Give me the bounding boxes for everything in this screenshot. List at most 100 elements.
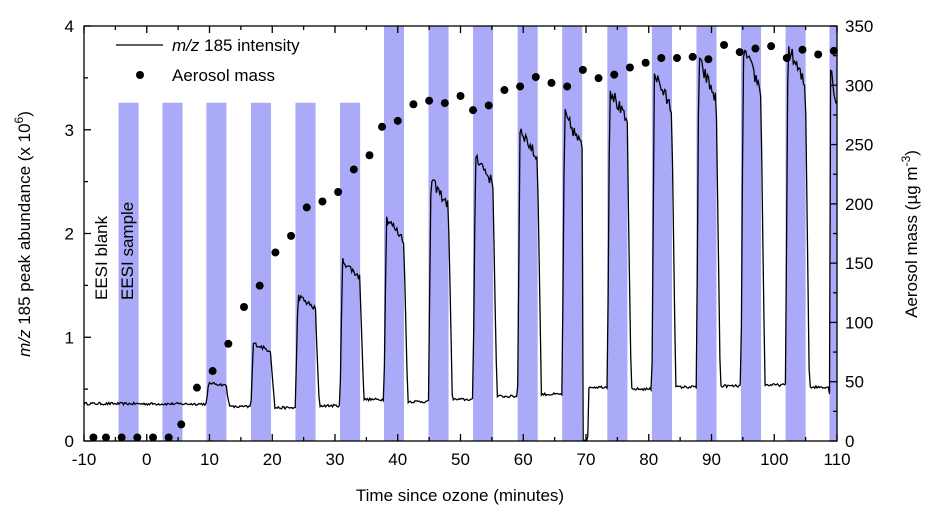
aerosol-mass-point (610, 70, 619, 79)
aerosol-mass-point (240, 303, 249, 312)
sample-period-7 (428, 26, 449, 441)
aerosol-mass-point (365, 151, 374, 160)
legend-label-aerosol-mass: Aerosol mass (172, 66, 275, 85)
annotation-eesi-sample: EESI sample (118, 202, 137, 300)
x-tick-label: 0 (142, 450, 151, 469)
y-left-tick-label: 0 (65, 432, 74, 451)
aerosol-mass-point (767, 42, 776, 51)
sample-shading-layer (118, 26, 837, 442)
aerosol-mass-point (425, 96, 434, 105)
aerosol-mass-point (149, 433, 158, 442)
aerosol-mass-point (271, 248, 280, 257)
y-right-tick-label: 150 (845, 254, 873, 273)
aerosol-mass-point (672, 54, 681, 63)
plot-frame (83, 25, 838, 442)
aerosol-mass-point (208, 367, 217, 376)
aerosol-mass-point (177, 420, 186, 429)
aerosol-mass-series (89, 40, 838, 442)
y-right-tick-label: 0 (845, 432, 854, 451)
aerosol-mass-point (641, 58, 650, 67)
legend: m/z 185 intensity Aerosol mass (116, 36, 300, 85)
sample-period-1 (162, 102, 183, 442)
x-tick-label: 30 (326, 450, 345, 469)
aerosol-mass-point (469, 106, 478, 115)
aerosol-mass-point (735, 48, 744, 57)
aerosol-mass-point (378, 122, 387, 131)
x-tick-label: 10 (200, 450, 219, 469)
x-tick-label: 90 (702, 450, 721, 469)
aerosol-mass-point (133, 433, 142, 442)
aerosol-mass-point (318, 197, 327, 206)
aerosol-mass-point (89, 433, 98, 442)
x-tick-label: 110 (823, 450, 850, 469)
aerosol-mass-point (255, 281, 264, 290)
sample-period-5 (340, 102, 361, 442)
x-tick-label: -10 (72, 450, 97, 469)
sample-period-14 (740, 26, 762, 441)
aerosol-mass-point (117, 433, 126, 442)
sample-period-15 (785, 26, 806, 441)
y-right-tick-label: 200 (845, 195, 873, 214)
y-left-tick-label: 2 (65, 225, 74, 244)
y-left-tick-label: 1 (65, 328, 74, 347)
aerosol-mass-point (814, 50, 823, 59)
aerosol-mass-point (657, 54, 666, 63)
y-right-tick-label: 50 (845, 373, 864, 392)
sample-period-13 (696, 26, 717, 441)
sample-period-9 (517, 26, 538, 441)
aerosol-mass-point (287, 231, 296, 240)
aerosol-mass-point (349, 165, 358, 174)
y-right-tick-label: 250 (845, 136, 873, 155)
aerosol-mass-point (594, 74, 603, 83)
legend-dot-swatch (136, 71, 144, 79)
aerosol-mass-point (688, 52, 697, 61)
annotation-eesi-blank: EESI blank (92, 215, 111, 300)
sample-period-3 (250, 102, 271, 442)
x-tick-label: 50 (451, 450, 470, 469)
y-axis-left-title: m/z 185 peak abundance (x 106) (12, 111, 34, 357)
sample-period-4 (295, 102, 316, 442)
aerosol-mass-point (751, 44, 760, 53)
axis-ticks: -10 0 10 20 30 40 50 60 70 80 90 100 110012340501001… (65, 17, 874, 469)
y-right-tick-label: 350 (845, 17, 873, 36)
sample-period-2 (206, 102, 227, 442)
aerosol-mass-point (101, 433, 110, 442)
sample-period-11 (607, 26, 628, 441)
x-axis-title: Time since ozone (minutes) (356, 486, 564, 505)
aerosol-mass-point (393, 116, 402, 125)
sample-period-6 (383, 26, 405, 441)
shading-annotations: EESI blank EESI sample (92, 202, 137, 300)
aerosol-mass-point (302, 203, 311, 212)
aerosol-mass-point (516, 82, 525, 91)
aerosol-mass-point (500, 86, 509, 95)
aerosol-mass-point (829, 46, 838, 55)
aerosol-mass-point (409, 100, 418, 109)
y-right-tick-label: 100 (845, 313, 873, 332)
x-tick-label: 40 (388, 450, 407, 469)
y-left-tick-label: 3 (65, 121, 74, 140)
aerosol-mass-point (704, 55, 713, 64)
aerosol-mass-point (224, 339, 233, 348)
sample-period-10 (562, 26, 583, 441)
aerosol-mass-point (192, 383, 201, 392)
aerosol-mass-point (456, 91, 465, 100)
x-tick-label: 20 (263, 450, 282, 469)
sample-period-8 (473, 26, 494, 441)
x-tick-label: 60 (514, 450, 533, 469)
sample-period-12 (651, 26, 672, 441)
aerosol-mass-point (164, 433, 173, 442)
x-tick-label: 100 (760, 450, 788, 469)
aerosol-mass-point (484, 101, 493, 110)
intensity-series-line (83, 46, 837, 442)
y-axis-right-title: Aerosol mass (µg m-3) (899, 150, 921, 318)
aerosol-mass-point (531, 72, 540, 81)
y-left-tick-label: 4 (65, 17, 74, 36)
aerosol-mass-point (798, 45, 807, 54)
sample-period-0 (118, 102, 139, 442)
x-tick-label: 70 (577, 450, 596, 469)
aerosol-mass-point (720, 40, 729, 49)
aerosol-mass-point (578, 65, 587, 74)
x-tick-label: 80 (639, 450, 658, 469)
aerosol-mass-point (334, 188, 343, 196)
